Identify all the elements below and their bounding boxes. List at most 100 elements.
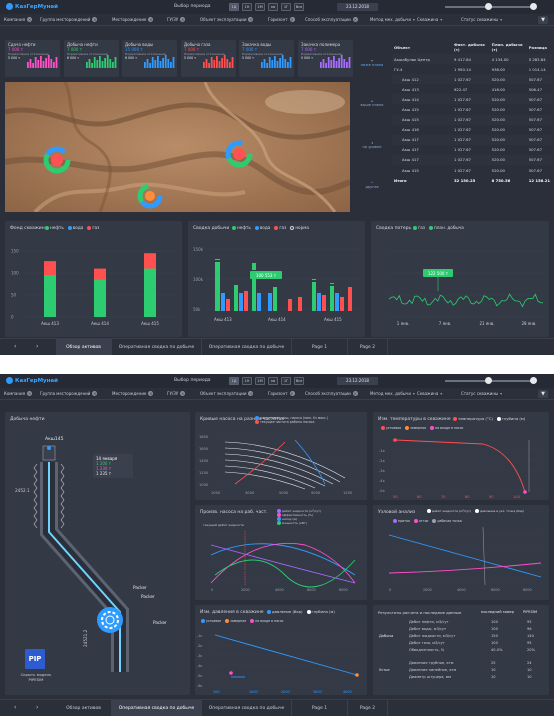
tab-operational-summary-2[interactable]: Оперативная сводка по добыче — [202, 339, 292, 355]
slider-handle-left[interactable] — [485, 3, 492, 10]
filter-object[interactable]: Объект эксплуатации × — [200, 391, 254, 396]
period-button-1w[interactable]: 1Н — [242, 377, 252, 385]
wellbore-diagram[interactable]: Акш145 2452.1 24521.2 Packer Packer Pack… — [5, 412, 190, 695]
legend-rate[interactable]: дебит жидкости (м³/сут) — [427, 509, 471, 513]
tab-operational-summary-1[interactable]: Оперативная сводка по добыче — [112, 700, 202, 716]
pipesim-logo[interactable]: PIP — [25, 649, 45, 669]
slider-handle-right[interactable] — [530, 377, 537, 384]
table-row[interactable]: Акш 415 1 027.67 520.00 507.67 — [392, 165, 552, 175]
bar-oil[interactable] — [44, 275, 56, 317]
table-row[interactable]: Акш 414 1 027.67 520.00 507.67 — [392, 94, 552, 105]
period-button-1m[interactable]: 1М — [255, 3, 265, 11]
clear-icon[interactable]: × — [352, 17, 358, 22]
filter-well[interactable]: Скважина ▾ — [417, 391, 442, 396]
tab-page-1[interactable]: Page 1 — [292, 339, 348, 355]
next-arrow-icon[interactable]: › — [36, 343, 39, 350]
pump-gear-icon[interactable] — [97, 607, 123, 633]
filter-gu-zu[interactable]: ГУ/ЗУ × — [167, 17, 186, 22]
clear-icon[interactable]: × — [27, 17, 32, 22]
legend-pressure[interactable]: давление (бар) — [267, 609, 303, 614]
filter-company[interactable]: Компания × — [4, 17, 32, 22]
kpi-card[interactable]: Добыча нефти 7 000 т Нормативное отклонени… — [64, 40, 119, 77]
app-logo[interactable]: КазГерМунай — [6, 3, 58, 10]
kpi-card[interactable]: Закачка воды 7 000 т Нормативное отклонени… — [239, 40, 294, 77]
filter-gu-zu[interactable]: ГУ/ЗУ × — [167, 391, 186, 396]
legend-item[interactable]: напор (м) — [277, 517, 367, 521]
well-marker-1[interactable] — [43, 146, 71, 174]
tab-assets-overview[interactable]: Обзор активов — [56, 700, 112, 716]
legend-measured[interactable]: замерная — [405, 426, 426, 430]
table-row[interactable]: Акш 417 1 027.67 520.00 507.67 — [392, 134, 552, 145]
legend-plan[interactable]: план. добыча — [429, 225, 464, 230]
filter-field[interactable]: Месторождение × — [112, 391, 154, 396]
table-row[interactable]: Акш 416 1 027.67 520.00 507.67 — [392, 125, 552, 135]
legend-measured[interactable]: замерное — [225, 619, 246, 623]
filter-well-status[interactable]: Статус скважины ▾ — [461, 391, 502, 396]
legend-wellhead[interactable]: устьевое — [201, 619, 221, 623]
clear-icon[interactable]: × — [289, 391, 295, 396]
app-logo[interactable]: КазГерМунай — [6, 377, 58, 384]
nav-on-level[interactable]: ◂ на уровне — [352, 140, 392, 149]
filter-well[interactable]: Скважина ▾ — [417, 17, 442, 22]
clear-icon[interactable]: × — [27, 391, 32, 396]
clear-icon[interactable]: × — [248, 17, 254, 22]
legend-oil[interactable]: нефть — [232, 225, 251, 230]
funnel-icon[interactable]: ▼ — [538, 390, 548, 398]
legend-wellhead[interactable]: устьевая — [381, 426, 401, 430]
period-button-all[interactable]: Все — [294, 3, 304, 11]
prev-arrow-icon[interactable]: ‹ — [14, 704, 17, 711]
clear-icon[interactable]: × — [289, 17, 295, 22]
tab-operational-summary-1[interactable]: Оперативная сводка по добыче — [112, 339, 202, 355]
tab-page-1[interactable]: Page 1 — [292, 700, 348, 716]
legend-gas[interactable]: газ — [413, 225, 425, 230]
tab-page-2[interactable]: Page 2 — [348, 339, 388, 355]
period-button-1d[interactable]: 1Д — [229, 3, 239, 11]
table-row[interactable]: Акшабулак Центр 9 417.84 4 134.00 5 283.84 — [392, 54, 552, 65]
tab-page-2[interactable]: Page 2 — [348, 700, 388, 716]
legend-norm[interactable]: норма — [290, 225, 309, 230]
legend-pressure[interactable]: давление в узл. точке (бар) — [475, 509, 524, 513]
table-header[interactable]: План. добыча (т) — [491, 42, 523, 52]
filter-field-group[interactable]: Группа месторождений × — [40, 17, 98, 22]
clear-icon[interactable]: × — [248, 391, 254, 396]
legend-oil[interactable]: нефть — [45, 225, 64, 230]
table-row[interactable]: Акш 415 1 027.67 520.00 507.67 — [392, 114, 552, 125]
slider-handle-left[interactable] — [485, 377, 492, 384]
legend-depth[interactable]: глубина (м) — [306, 609, 335, 614]
filter-mech-method[interactable]: Метод мех. добычи ▾ — [370, 391, 415, 396]
legend-pump-inlet[interactable]: на входе в насос — [430, 426, 463, 430]
bar-oil[interactable] — [94, 279, 106, 317]
filter-well-status[interactable]: Статус скважины ▾ — [461, 17, 502, 22]
legend-inflow[interactable]: приток — [393, 519, 410, 523]
nav-above-plan[interactable]: ▴ выше плана — [352, 98, 392, 107]
period-slider[interactable] — [445, 377, 537, 384]
table-row[interactable]: Акш 417 1 027.67 520.00 507.67 — [392, 154, 552, 166]
chevron-down-icon[interactable]: ▾ — [500, 17, 503, 22]
legend-item[interactable]: дебит жидкости (м³/сут) — [277, 509, 367, 513]
legend-item[interactable]: текущее частота работы насоса — [255, 420, 328, 424]
clear-icon[interactable]: × — [92, 17, 98, 22]
well-marker-2[interactable] — [225, 140, 253, 168]
table-row[interactable]: Акш 415 1 027.67 520.00 507.67 — [392, 104, 552, 114]
table-row[interactable]: Акш 412 1 027.67 520.00 507.67 — [392, 74, 552, 85]
clear-icon[interactable]: × — [180, 17, 186, 22]
filter-horizon[interactable]: Горизонт × — [268, 391, 295, 396]
period-button-quarter[interactable]: кв — [268, 377, 278, 385]
kpi-card[interactable]: Закачка полимера 7 000 т Нормативное откло… — [298, 40, 353, 77]
legend-gas[interactable]: газ — [274, 225, 286, 230]
chevron-down-icon[interactable]: ▾ — [440, 17, 443, 22]
table-header[interactable]: Факт. добыча (т) — [454, 42, 485, 52]
date-picker[interactable]: 23.12.2018 — [337, 377, 378, 385]
date-picker[interactable]: 23.12.2018 — [337, 3, 378, 11]
period-button-1w[interactable]: 1Н — [242, 3, 252, 11]
chevron-down-icon[interactable]: ▾ — [500, 391, 503, 396]
tab-operational-summary-2[interactable]: Оперативная сводка по добыче — [202, 700, 292, 716]
period-button-1y[interactable]: 1Г — [281, 3, 291, 11]
filter-horizon[interactable]: Горизонт × — [268, 17, 295, 22]
slider-handle-right[interactable] — [530, 3, 537, 10]
next-arrow-icon[interactable]: › — [36, 704, 39, 711]
period-button-all[interactable]: Все — [294, 377, 304, 385]
tab-assets-overview[interactable]: Обзор активов — [56, 339, 112, 355]
table-row[interactable]: ГУ-4 1 950.14 936.00 1 014.14 — [392, 64, 552, 74]
legend-item[interactable]: допустимое мощ. насоса (мин. Хз макс.) — [255, 416, 328, 420]
